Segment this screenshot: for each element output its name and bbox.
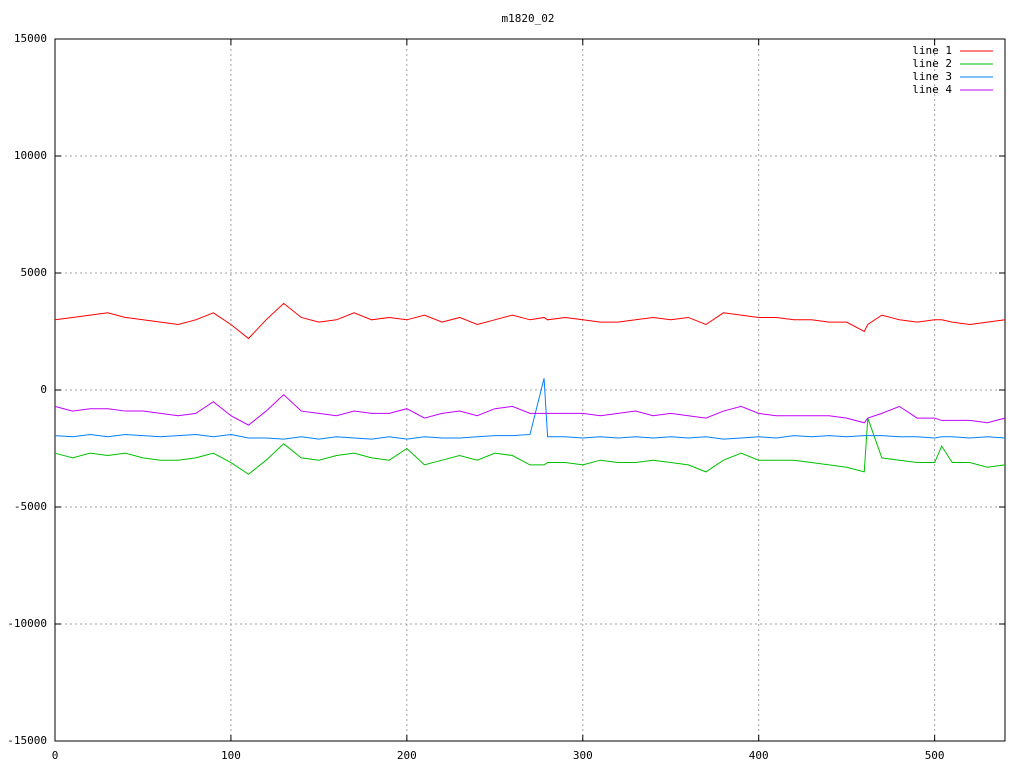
- x-tick-label: 100: [221, 749, 241, 762]
- x-tick-label: 300: [573, 749, 593, 762]
- series-line: [54, 393, 1006, 426]
- plot-frame: [54, 38, 1006, 742]
- series-line: [54, 378, 1006, 440]
- x-tick-label: 200: [397, 749, 417, 762]
- legend-label: line 1: [912, 44, 952, 57]
- y-tick-label: -10000: [7, 617, 47, 630]
- y-tick-label: -15000: [7, 734, 47, 747]
- legend-label: line 2: [912, 57, 952, 70]
- x-tick-label: 400: [749, 749, 769, 762]
- chart-title: m1820_02: [502, 12, 555, 25]
- series-line: [54, 417, 1006, 475]
- x-tick-label: 0: [52, 749, 59, 762]
- y-tick-label: 15000: [14, 32, 47, 45]
- legend-label: line 3: [912, 70, 952, 83]
- series-line: [54, 302, 1006, 340]
- legend-label: line 4: [912, 83, 952, 96]
- y-tick-label: 10000: [14, 149, 47, 162]
- x-tick-label: 500: [925, 749, 945, 762]
- y-tick-label: 5000: [21, 266, 48, 279]
- y-tick-label: -5000: [14, 500, 47, 513]
- y-tick-label: 0: [40, 383, 47, 396]
